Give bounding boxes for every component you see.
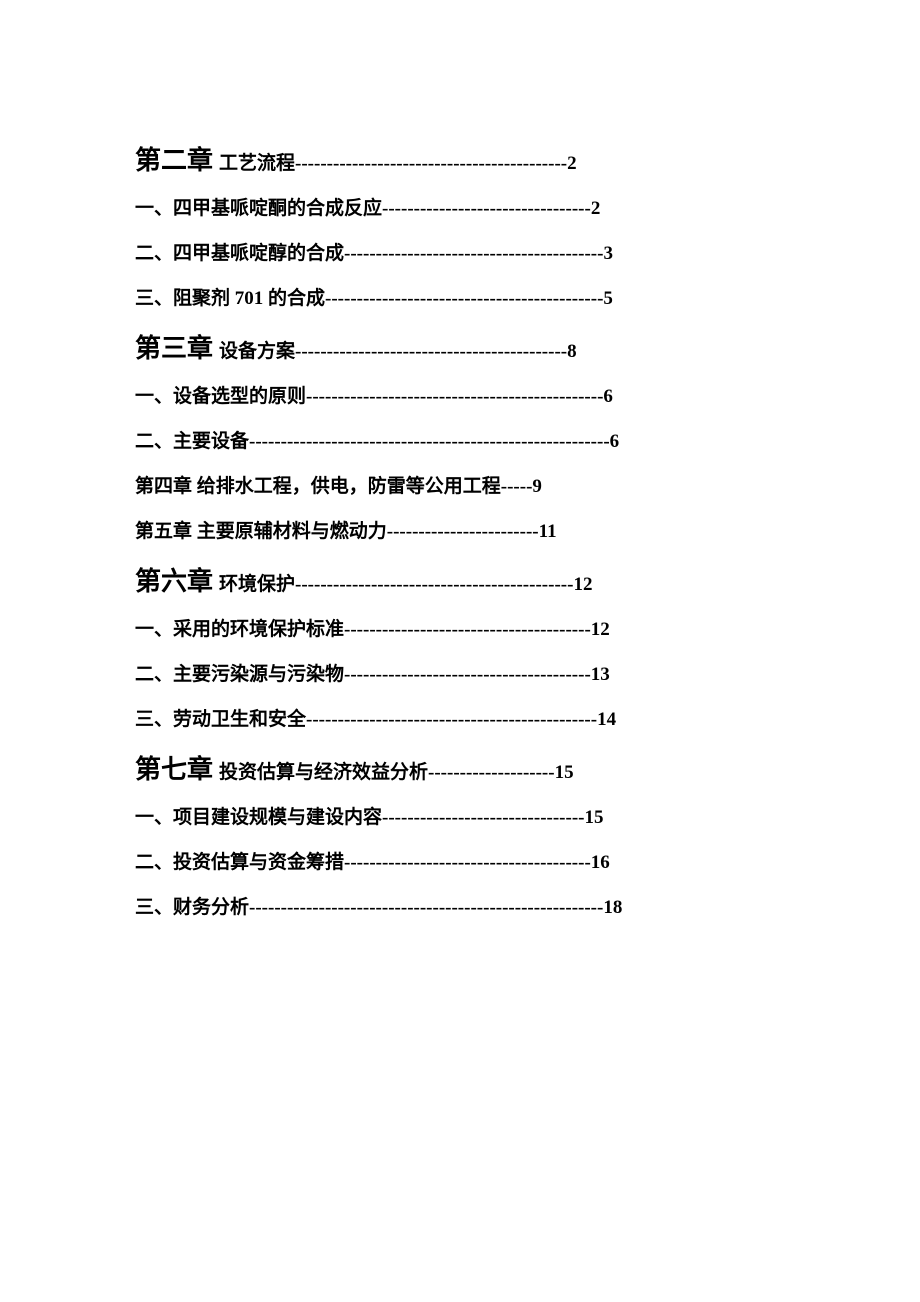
- toc-leader: ----------------------------------------…: [249, 897, 603, 919]
- toc-title: 环境保护: [219, 569, 295, 596]
- toc-entry: 二、主要设备----------------------------------…: [135, 426, 785, 453]
- toc-title: 二、四甲基哌啶醇的合成: [135, 238, 344, 265]
- toc-chapter-prefix: 第三章: [135, 328, 213, 365]
- toc-entry: 一、采用的环境保护标准-----------------------------…: [135, 614, 785, 641]
- toc-page-number: 15: [555, 762, 574, 784]
- toc-page: 第二章工艺流程---------------------------------…: [0, 0, 920, 919]
- toc-container: 第二章工艺流程---------------------------------…: [135, 140, 785, 919]
- toc-page-number: 6: [610, 431, 620, 453]
- toc-leader: ---------------------------------------: [344, 619, 591, 641]
- toc-title: 二、主要设备: [135, 426, 249, 453]
- toc-page-number: 5: [603, 288, 613, 310]
- toc-title: 二、主要污染源与污染物: [135, 659, 344, 686]
- toc-entry: 第四章 给排水工程，供电，防雷等公用工程-----9: [135, 471, 785, 498]
- toc-entry: 二、主要污染源与污染物-----------------------------…: [135, 659, 785, 686]
- toc-title: 第五章 主要原辅材料与燃动力: [135, 516, 387, 543]
- toc-leader: --------------------: [428, 762, 555, 784]
- toc-page-number: 6: [603, 386, 613, 408]
- toc-page-number: 3: [603, 243, 613, 265]
- toc-leader: ----------------------------------------…: [344, 243, 603, 265]
- toc-chapter-prefix: 第六章: [135, 561, 213, 598]
- toc-title: 工艺流程: [219, 148, 295, 175]
- toc-entry: 第七章投资估算与经济效益分析--------------------15: [135, 749, 785, 786]
- toc-leader: ---------------------------------: [382, 198, 591, 220]
- toc-title: 三、财务分析: [135, 892, 249, 919]
- toc-page-number: 15: [584, 807, 603, 829]
- toc-page-number: 2: [567, 153, 577, 175]
- toc-entry: 第二章工艺流程---------------------------------…: [135, 140, 785, 177]
- toc-title: 一、采用的环境保护标准: [135, 614, 344, 641]
- toc-entry: 一、项目建设规模与建设内容---------------------------…: [135, 802, 785, 829]
- toc-entry: 第六章环境保护---------------------------------…: [135, 561, 785, 598]
- toc-leader: ----------------------------------------…: [306, 709, 597, 731]
- toc-entry: 三、阻聚剂 701 的合成---------------------------…: [135, 283, 785, 310]
- toc-entry: 一、设备选型的原则-------------------------------…: [135, 381, 785, 408]
- toc-title: 一、设备选型的原则: [135, 381, 306, 408]
- toc-leader: ----------------------------------------…: [249, 431, 610, 453]
- toc-page-number: 13: [591, 664, 610, 686]
- toc-leader: ---------------------------------------: [344, 664, 591, 686]
- toc-leader: ----------------------------------------…: [295, 574, 573, 596]
- toc-chapter-prefix: 第二章: [135, 140, 213, 177]
- toc-entry: 二、投资估算与资金筹措-----------------------------…: [135, 847, 785, 874]
- toc-page-number: 9: [532, 476, 542, 498]
- toc-leader: --------------------------------: [382, 807, 584, 829]
- toc-title: 二、投资估算与资金筹措: [135, 847, 344, 874]
- toc-title: 第四章 给排水工程，供电，防雷等公用工程: [135, 471, 501, 498]
- toc-page-number: 12: [591, 619, 610, 641]
- toc-entry: 三、财务分析----------------------------------…: [135, 892, 785, 919]
- toc-title: 一、四甲基哌啶酮的合成反应: [135, 193, 382, 220]
- toc-chapter-prefix: 第七章: [135, 749, 213, 786]
- toc-page-number: 2: [591, 198, 601, 220]
- toc-leader: ----------------------------------------…: [306, 386, 603, 408]
- toc-entry: 三、劳动卫生和安全-------------------------------…: [135, 704, 785, 731]
- toc-leader: ----------------------------------------…: [325, 288, 603, 310]
- toc-leader: ----------------------------------------…: [295, 341, 567, 363]
- toc-leader: ---------------------------------------: [344, 852, 591, 874]
- toc-entry: 二、四甲基哌啶醇的合成-----------------------------…: [135, 238, 785, 265]
- toc-page-number: 12: [573, 574, 592, 596]
- toc-title: 投资估算与经济效益分析: [219, 757, 428, 784]
- toc-page-number: 14: [597, 709, 616, 731]
- toc-leader: ------------------------: [387, 521, 539, 543]
- toc-title: 一、项目建设规模与建设内容: [135, 802, 382, 829]
- toc-page-number: 16: [591, 852, 610, 874]
- toc-title: 设备方案: [219, 336, 295, 363]
- toc-leader: -----: [501, 476, 533, 498]
- toc-title: 三、阻聚剂 701 的合成: [135, 283, 325, 310]
- toc-entry: 第五章 主要原辅材料与燃动力------------------------11: [135, 516, 785, 543]
- toc-leader: ----------------------------------------…: [295, 153, 567, 175]
- toc-page-number: 8: [567, 341, 577, 363]
- toc-title: 三、劳动卫生和安全: [135, 704, 306, 731]
- toc-page-number: 11: [539, 521, 557, 543]
- toc-entry: 第三章设备方案---------------------------------…: [135, 328, 785, 365]
- toc-entry: 一、四甲基哌啶酮的合成反应---------------------------…: [135, 193, 785, 220]
- toc-page-number: 18: [603, 897, 622, 919]
